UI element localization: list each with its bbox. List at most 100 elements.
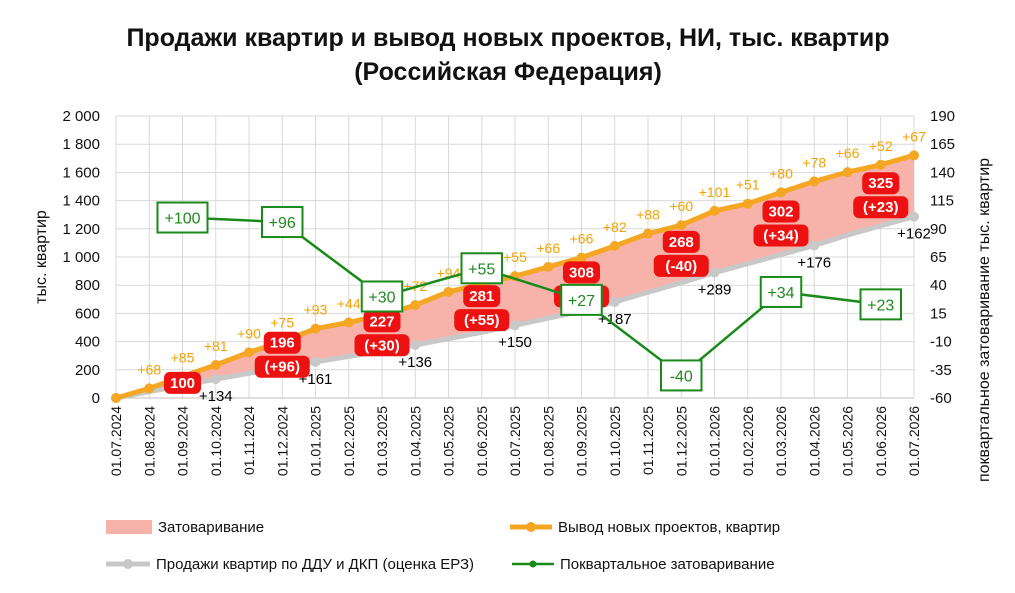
x-tick-label: 01.05.2025 bbox=[441, 406, 457, 476]
launches-point bbox=[676, 220, 687, 231]
y2-tick-label: -10 bbox=[930, 334, 952, 351]
launches-monthly-label: +67 bbox=[902, 128, 926, 144]
quarterly-label-box bbox=[759, 275, 803, 308]
y2-tick-label: 140 bbox=[930, 164, 955, 181]
launches-monthly-label: +90 bbox=[237, 325, 261, 341]
launches-point bbox=[443, 286, 454, 297]
sales-quarter-label: +150 bbox=[498, 334, 532, 351]
launches-monthly-label: +66 bbox=[570, 231, 594, 247]
y-axis-label: тыс. квартир bbox=[33, 210, 50, 304]
launches-point bbox=[643, 228, 653, 239]
launches-point bbox=[842, 167, 853, 178]
legend-item-sales: Продажи квартир по ДДУ и ДКП (оценка ЕРЗ… bbox=[106, 556, 474, 573]
callout-label: 302 bbox=[768, 204, 793, 221]
x-tick-label: 01.06.2025 bbox=[474, 406, 490, 476]
launches-point bbox=[709, 205, 720, 216]
y-tick-label: 1 600 bbox=[62, 164, 100, 181]
callout-label: 308 bbox=[569, 264, 594, 281]
y2-tick-label: 15 bbox=[930, 305, 947, 322]
sales-point bbox=[410, 339, 421, 350]
launches-monthly-label: +85 bbox=[171, 349, 195, 365]
launches-point bbox=[609, 241, 620, 252]
legend-label-quarterly: Поквартальное затоваривание bbox=[560, 556, 775, 573]
callout-box bbox=[454, 309, 510, 332]
quarterly-label: +30 bbox=[368, 289, 395, 306]
launches-monthly-label: +55 bbox=[503, 249, 527, 265]
launches-monthly-label: +88 bbox=[636, 207, 660, 223]
launches-point bbox=[809, 176, 820, 187]
quarterly-label-box bbox=[560, 283, 603, 316]
launches-point bbox=[543, 261, 554, 272]
launches-point bbox=[776, 187, 786, 198]
callout-label: (-40) bbox=[665, 258, 697, 275]
y2-tick-label: 90 bbox=[930, 221, 947, 238]
legend-item-overstock: Затоваривание bbox=[106, 519, 264, 536]
callout-box bbox=[563, 261, 600, 284]
callout-label: 268 bbox=[669, 234, 694, 251]
launches-point bbox=[310, 323, 321, 334]
quarterly-label-box bbox=[859, 288, 902, 321]
sales-quarter-label: +162 bbox=[897, 226, 931, 243]
x-tick-label: 01.02.2025 bbox=[341, 406, 357, 476]
callout-label: (+55) bbox=[464, 312, 499, 329]
quarterly-label-box bbox=[261, 206, 304, 239]
callout-box bbox=[862, 172, 900, 195]
quarterly-label: +96 bbox=[269, 215, 296, 232]
callout-label: 100 bbox=[170, 375, 195, 392]
callout-box bbox=[363, 310, 401, 333]
launches-monthly-label: +75 bbox=[270, 315, 294, 331]
quarterly-label: +23 bbox=[867, 297, 894, 314]
x-tick-label: 01.03.2025 bbox=[374, 406, 390, 476]
sales-point bbox=[510, 320, 520, 331]
launches-point bbox=[244, 347, 254, 358]
x-tick-label: 01.08.2025 bbox=[540, 406, 556, 476]
y-tick-label: 400 bbox=[75, 334, 100, 351]
chart-title: Продажи квартир и вывод новых проектов, … bbox=[126, 24, 889, 52]
y-tick-label: 0 bbox=[92, 390, 100, 407]
sales-point bbox=[310, 356, 321, 367]
launches-point bbox=[410, 300, 421, 311]
legend-marker-quarterly bbox=[529, 560, 537, 568]
launches-point bbox=[144, 383, 155, 394]
launches-point bbox=[210, 360, 221, 371]
x-tick-label: 01.09.2024 bbox=[175, 406, 191, 476]
callout-box bbox=[354, 334, 410, 357]
y2-tick-label: -60 bbox=[930, 390, 952, 407]
y-tick-label: 1 400 bbox=[62, 193, 100, 210]
quarterly-label-box bbox=[156, 201, 209, 234]
sales-quarter-label: +136 bbox=[398, 354, 432, 371]
x-tick-label: 01.02.2026 bbox=[740, 406, 756, 476]
sales-point bbox=[210, 374, 221, 385]
legend-item-quarterly: Поквартальное затоваривание bbox=[512, 556, 775, 573]
launches-point bbox=[343, 317, 354, 328]
y-tick-label: 1 000 bbox=[62, 249, 100, 266]
y-tick-label: 1 800 bbox=[62, 136, 100, 153]
x-tick-label: 01.07.2025 bbox=[507, 406, 523, 476]
x-tick-label: 01.08.2024 bbox=[141, 406, 157, 476]
callout-box bbox=[762, 200, 800, 223]
callout-label: (+96) bbox=[265, 359, 300, 376]
launches-monthly-label: +82 bbox=[603, 219, 627, 235]
legend-item-launches: Вывод новых проектов, квартир bbox=[510, 519, 780, 536]
sales-quarter-label: +187 bbox=[598, 311, 632, 328]
launches-monthly-label: +44 bbox=[337, 295, 361, 311]
launches-point bbox=[576, 252, 587, 263]
x-tick-label: 01.05.2026 bbox=[840, 406, 856, 476]
launches-point bbox=[742, 198, 753, 209]
legend-label-launches: Вывод новых проектов, квартир bbox=[558, 519, 780, 536]
legend-swatch-overstock bbox=[106, 520, 152, 534]
y-tick-label: 200 bbox=[75, 362, 100, 379]
launches-point bbox=[909, 150, 919, 161]
y2-tick-label: 115 bbox=[930, 193, 954, 210]
y2-tick-label: 165 bbox=[930, 136, 955, 153]
launches-monthly-label: +51 bbox=[736, 177, 760, 193]
x-tick-label: 01.03.2026 bbox=[773, 406, 789, 476]
callout-box bbox=[254, 355, 310, 378]
quarterly-label: +100 bbox=[164, 211, 200, 228]
launches-monthly-label: +60 bbox=[669, 198, 693, 214]
grid bbox=[115, 115, 915, 399]
callout-box bbox=[853, 196, 909, 219]
launches-monthly-label: +66 bbox=[836, 145, 860, 161]
launches-monthly-label: +93 bbox=[304, 302, 328, 318]
